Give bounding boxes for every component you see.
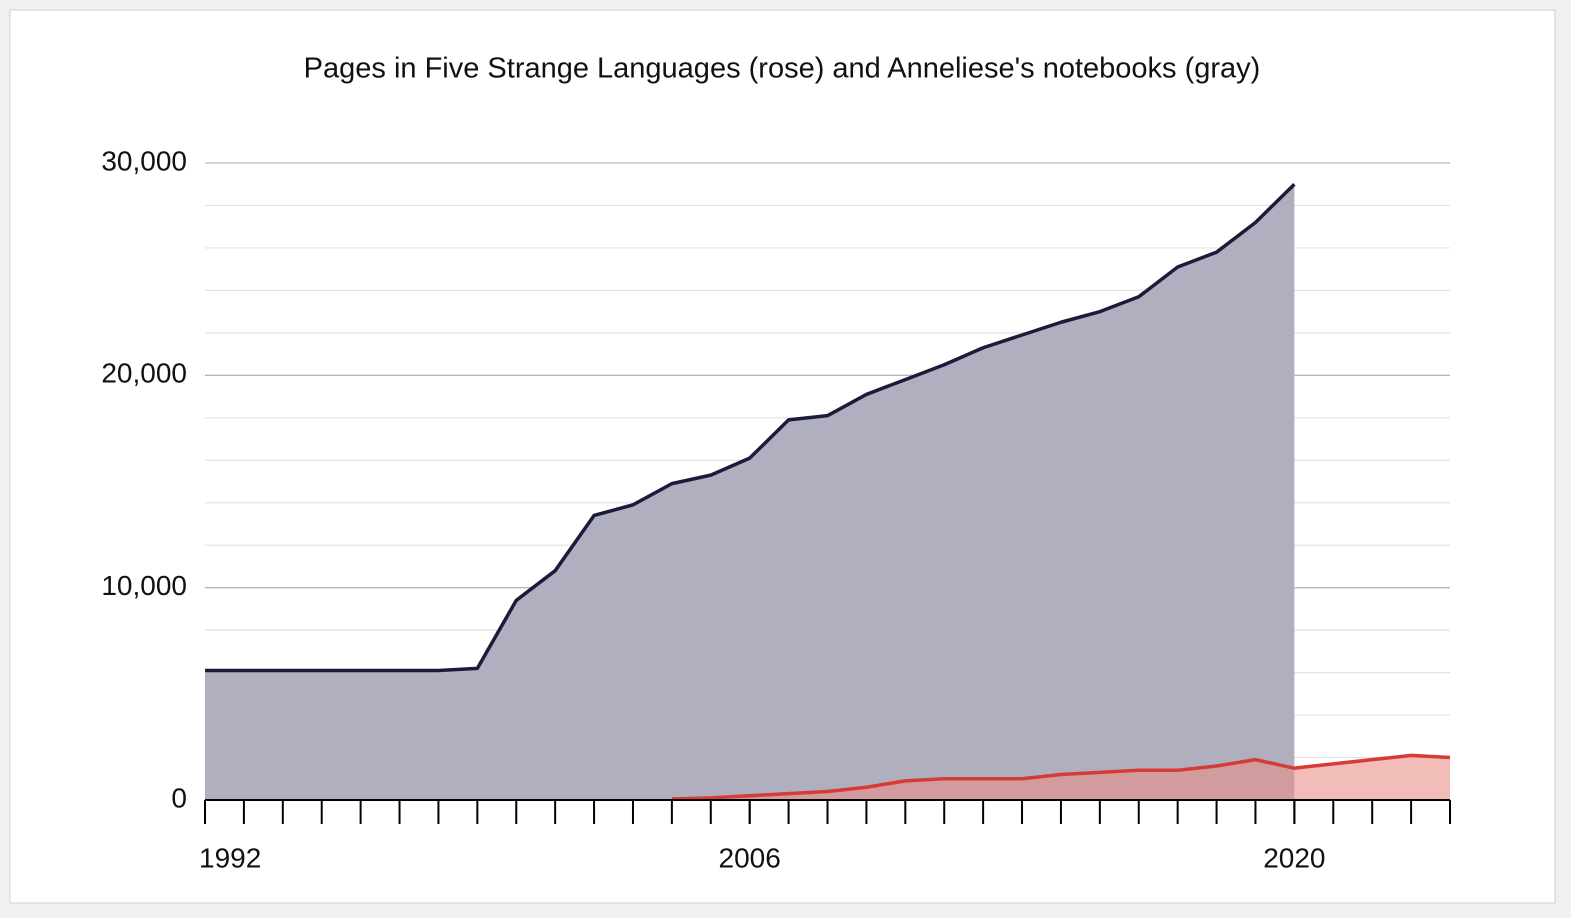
y-tick-label: 30,000 xyxy=(101,145,187,176)
x-tick-label: 1992 xyxy=(199,842,261,873)
chart-title: Pages in Five Strange Languages (rose) a… xyxy=(304,53,1261,85)
x-tick-label: 2006 xyxy=(719,842,781,873)
series-line xyxy=(671,753,1451,801)
x-tick-label: 2020 xyxy=(1263,842,1325,873)
y-tick-label: 10,000 xyxy=(101,570,187,601)
series-line xyxy=(205,182,1296,673)
y-tick-label: 0 xyxy=(171,782,187,813)
area-fill xyxy=(205,184,1295,800)
y-tick-label: 20,000 xyxy=(101,358,187,389)
